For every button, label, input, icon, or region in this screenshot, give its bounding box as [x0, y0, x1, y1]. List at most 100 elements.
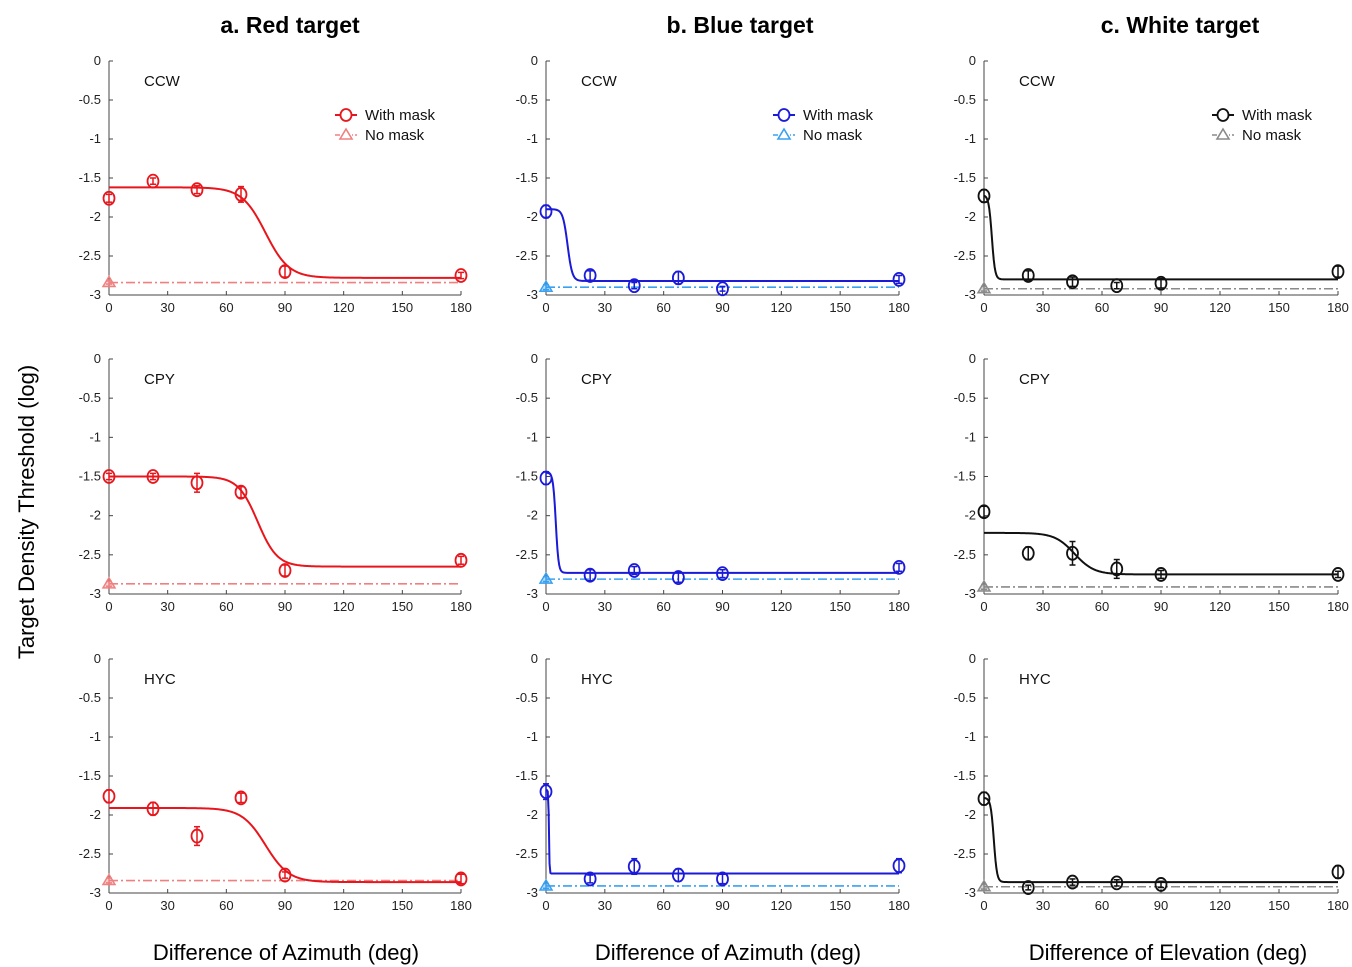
y-tick-label: -0.5	[79, 92, 101, 107]
y-tick-label: -2	[526, 807, 538, 822]
subject-label: CPY	[144, 371, 175, 388]
y-tick-label: -1	[89, 131, 101, 146]
y-tick-label: 0	[969, 351, 976, 366]
with-mask-point	[278, 563, 292, 578]
with-mask-point	[1066, 274, 1079, 290]
x-tick-label: 180	[888, 898, 910, 913]
y-tick-label: -0.5	[79, 690, 101, 705]
y-tick-label: -2.5	[79, 248, 101, 263]
x-tick-label: 60	[1095, 898, 1109, 913]
y-tick-label: -0.5	[954, 92, 976, 107]
x-tick-label: 150	[391, 300, 413, 315]
with-mask-point	[627, 278, 641, 294]
x-tick-label: 120	[333, 599, 355, 614]
subject-label: HYC	[144, 671, 176, 688]
x-tick-label: 120	[1209, 599, 1231, 614]
y-tick-label: -2.5	[516, 547, 538, 562]
y-tick-label: -2	[964, 508, 976, 523]
x-tick-label: 0	[980, 300, 987, 315]
x-tick-label: 60	[1095, 300, 1109, 315]
with-mask-point	[671, 570, 685, 585]
y-tick-label: -2.5	[516, 846, 538, 861]
x-tick-label: 0	[105, 300, 112, 315]
y-tick-label: -2	[526, 508, 538, 523]
with-mask-point	[146, 801, 160, 817]
column-title-blue: b. Blue target	[667, 12, 814, 38]
with-mask-fit-curve	[109, 806, 461, 884]
panel-blue-target-hyc: 0 -0.5 -1 -1.5 -2 -2.5 -3 0 30 60 90 120 150 180 HYC	[516, 651, 910, 913]
with-mask-fit-curve	[545, 471, 899, 574]
legend: With mask No mask	[335, 107, 436, 144]
subject-label: CCW	[581, 73, 618, 90]
with-mask-point	[539, 470, 553, 486]
legend-no-mask-label: No mask	[365, 127, 425, 144]
with-mask-point	[454, 552, 468, 568]
y-tick-label: 0	[531, 651, 538, 666]
panel-red-target-hyc: 0 -0.5 -1 -1.5 -2 -2.5 -3 0 30 60 90 120 150 180 HYC	[79, 651, 472, 913]
y-tick-label: -1	[526, 131, 538, 146]
legend-with-mask-label: With mask	[365, 107, 436, 124]
with-mask-fit-curve	[983, 797, 1338, 884]
panel-red-target-cpy: 0 -0.5 -1 -1.5 -2 -2.5 -3 0 30 60 90 120 150 180 CPY	[79, 351, 472, 614]
y-tick-label: -3	[526, 586, 538, 601]
y-tick-label: -0.5	[516, 390, 538, 405]
with-mask-point	[1154, 567, 1168, 582]
with-mask-fit-curve	[109, 475, 461, 568]
with-mask-point	[190, 182, 204, 198]
y-tick-label: -3	[964, 885, 976, 900]
column-title-red: a. Red target	[220, 12, 360, 38]
x-tick-label: 0	[542, 300, 549, 315]
y-tick-label: -2	[964, 807, 976, 822]
y-tick-label: -1	[964, 131, 976, 146]
no-mask-point	[101, 576, 117, 589]
x-tick-label: 150	[829, 898, 851, 913]
x-tick-label: 30	[160, 599, 174, 614]
x-tick-label: 150	[391, 599, 413, 614]
panel-white-target-hyc: 0 -0.5 -1 -1.5 -2 -2.5 -3 0 30 60 90 120 150 180 HYC	[954, 651, 1349, 913]
with-mask-point	[716, 566, 729, 582]
panel-blue-target-ccw: 0 -0.5 -1 -1.5 -2 -2.5 -3 0 30 60 90 120 150 180 CCW Wi…	[516, 53, 910, 315]
x-tick-label: 180	[1327, 898, 1349, 913]
x-tick-label: 60	[219, 300, 233, 315]
with-mask-point	[716, 871, 729, 887]
x-axis-title-white: Difference of Elevation (deg)	[1029, 940, 1307, 965]
y-tick-label: -3	[526, 885, 538, 900]
legend-with-mask-marker	[777, 108, 791, 122]
y-tick-label: 0	[969, 651, 976, 666]
legend-no-mask-label: No mask	[803, 127, 863, 144]
with-mask-point	[1331, 864, 1345, 880]
with-mask-point	[234, 790, 248, 806]
x-tick-label: 30	[160, 300, 174, 315]
y-tick-label: -1	[89, 429, 101, 444]
x-tick-label: 0	[542, 898, 549, 913]
x-tick-label: 150	[829, 599, 851, 614]
x-tick-label: 90	[278, 599, 292, 614]
legend-with-mask-marker	[1216, 108, 1230, 122]
x-tick-label: 60	[219, 898, 233, 913]
x-tick-label: 90	[1154, 599, 1168, 614]
y-tick-label: -1	[964, 429, 976, 444]
x-tick-label: 150	[391, 898, 413, 913]
with-mask-point	[892, 559, 906, 575]
with-mask-point	[1154, 275, 1168, 291]
x-tick-label: 180	[1327, 599, 1349, 614]
y-tick-label: 0	[94, 351, 101, 366]
y-tick-label: -2.5	[516, 248, 538, 263]
x-tick-label: 30	[1036, 599, 1050, 614]
with-mask-point	[671, 270, 685, 286]
y-tick-label: -1.5	[516, 170, 538, 185]
x-tick-label: 120	[1209, 300, 1231, 315]
y-tick-label: -2.5	[954, 547, 976, 562]
with-mask-point	[146, 469, 160, 484]
y-tick-label: -2	[89, 508, 101, 523]
legend-no-mask-marker	[1215, 127, 1231, 140]
with-mask-point	[102, 190, 116, 206]
x-tick-label: 30	[598, 300, 612, 315]
x-tick-label: 30	[598, 898, 612, 913]
y-tick-label: 0	[531, 351, 538, 366]
y-tick-label: -1	[964, 729, 976, 744]
no-mask-point	[976, 579, 992, 592]
x-tick-label: 150	[1268, 300, 1290, 315]
with-mask-point	[892, 858, 906, 874]
x-tick-label: 60	[656, 300, 670, 315]
